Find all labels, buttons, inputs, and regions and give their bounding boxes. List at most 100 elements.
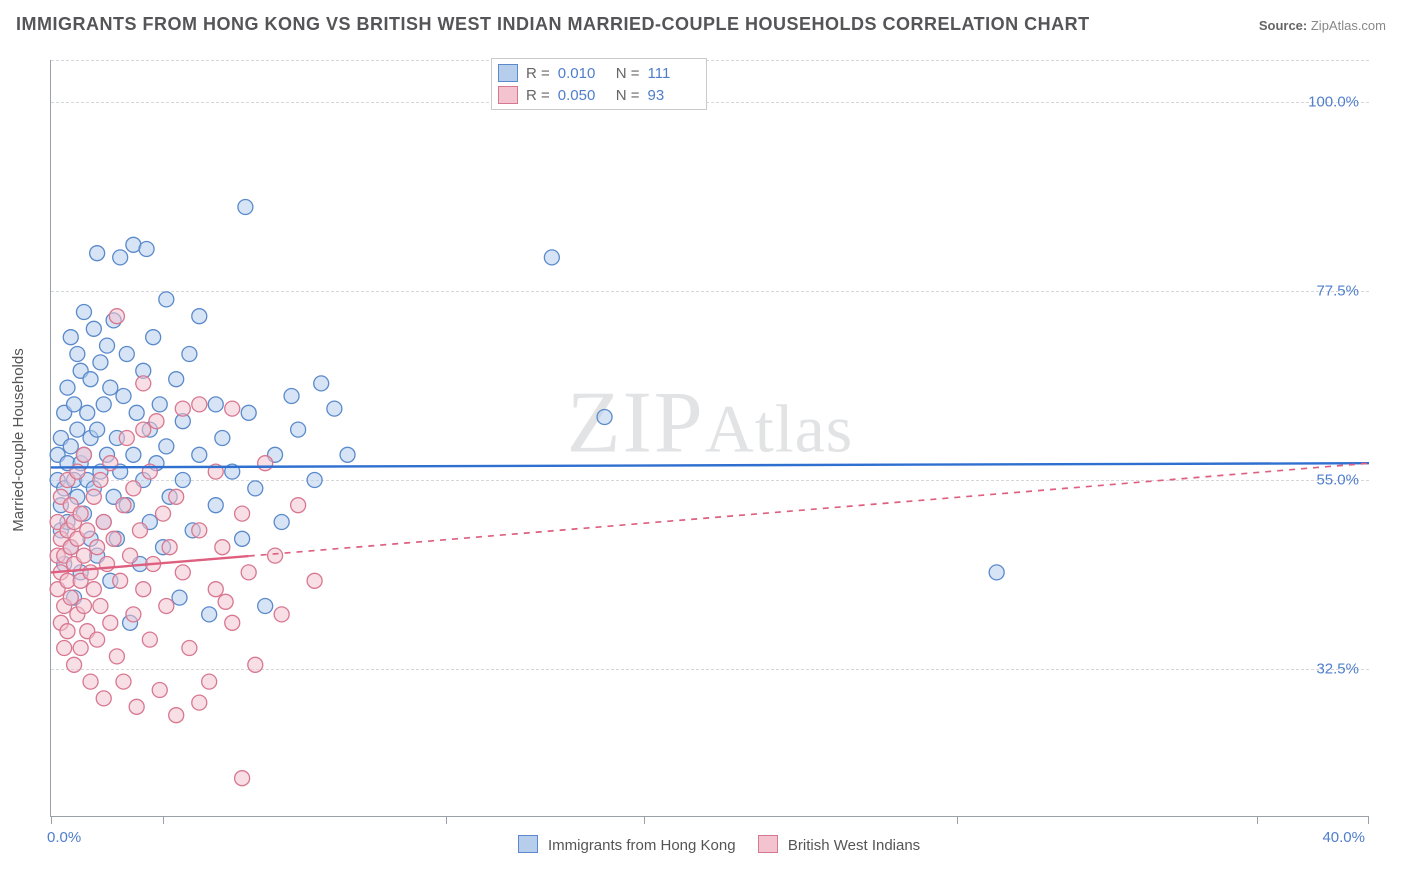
scatter-point	[225, 401, 240, 416]
scatter-point	[126, 607, 141, 622]
scatter-point	[149, 414, 164, 429]
scatter-point	[248, 657, 263, 672]
scatter-point	[314, 376, 329, 391]
scatter-point	[192, 523, 207, 538]
scatter-point	[90, 540, 105, 555]
scatter-point	[152, 683, 167, 698]
scatter-point	[238, 200, 253, 215]
scatter-point	[83, 372, 98, 387]
scatter-point	[60, 624, 75, 639]
source-attribution: Source: ZipAtlas.com	[1259, 18, 1386, 33]
scatter-point	[123, 548, 138, 563]
plot-area: ZIPAtlas 100.0% 77.5% 55.0% 32.5% 0.0% 4…	[50, 60, 1369, 817]
scatter-point	[215, 540, 230, 555]
scatter-point	[103, 456, 118, 471]
scatter-point	[291, 498, 306, 513]
scatter-point	[100, 338, 115, 353]
scatter-point	[119, 431, 134, 446]
legend-series-label: Immigrants from Hong Kong	[548, 837, 736, 854]
x-tick	[51, 816, 52, 824]
x-tick	[1257, 816, 1258, 824]
scatter-point	[96, 691, 111, 706]
scatter-point	[172, 590, 187, 605]
plot-svg	[51, 60, 1369, 816]
scatter-point	[307, 573, 322, 588]
scatter-point	[159, 439, 174, 454]
scatter-point	[169, 489, 184, 504]
scatter-point	[202, 674, 217, 689]
scatter-point	[90, 246, 105, 261]
y-axis-label: Married-couple Households	[10, 348, 27, 531]
scatter-point	[116, 389, 131, 404]
scatter-point	[73, 641, 88, 656]
scatter-point	[175, 565, 190, 580]
scatter-point	[86, 321, 101, 336]
scatter-point	[93, 473, 108, 488]
x-tick	[446, 816, 447, 824]
scatter-point	[116, 674, 131, 689]
scatter-point	[169, 708, 184, 723]
scatter-point	[116, 498, 131, 513]
scatter-point	[86, 489, 101, 504]
scatter-point	[215, 431, 230, 446]
scatter-point	[83, 674, 98, 689]
swatch-pink-icon	[758, 835, 778, 853]
scatter-point	[136, 582, 151, 597]
scatter-point	[235, 506, 250, 521]
scatter-point	[106, 531, 121, 546]
scatter-point	[202, 607, 217, 622]
legend-series-label: British West Indians	[788, 837, 920, 854]
scatter-point	[93, 599, 108, 614]
scatter-point	[126, 447, 141, 462]
scatter-point	[248, 481, 263, 496]
scatter-point	[126, 481, 141, 496]
scatter-points	[50, 200, 1004, 786]
scatter-point	[76, 548, 91, 563]
scatter-point	[274, 607, 289, 622]
scatter-point	[73, 506, 88, 521]
scatter-point	[208, 498, 223, 513]
scatter-point	[90, 632, 105, 647]
scatter-point	[76, 305, 91, 320]
scatter-point	[70, 422, 85, 437]
scatter-point	[109, 309, 124, 324]
scatter-point	[152, 397, 167, 412]
scatter-point	[80, 523, 95, 538]
scatter-point	[129, 699, 144, 714]
scatter-point	[63, 330, 78, 345]
scatter-point	[129, 405, 144, 420]
scatter-point	[208, 397, 223, 412]
scatter-point	[103, 380, 118, 395]
scatter-point	[544, 250, 559, 265]
scatter-point	[83, 565, 98, 580]
scatter-point	[182, 641, 197, 656]
scatter-point	[113, 250, 128, 265]
scatter-point	[162, 540, 177, 555]
scatter-point	[225, 615, 240, 630]
scatter-point	[192, 397, 207, 412]
scatter-point	[86, 582, 101, 597]
scatter-point	[67, 657, 82, 672]
scatter-point	[139, 242, 154, 257]
source-label: Source:	[1259, 18, 1307, 33]
scatter-point	[159, 599, 174, 614]
scatter-point	[96, 515, 111, 530]
x-tick	[163, 816, 164, 824]
scatter-point	[258, 599, 273, 614]
scatter-point	[989, 565, 1004, 580]
trend-line-solid	[51, 463, 1369, 467]
x-tick	[957, 816, 958, 824]
scatter-point	[67, 397, 82, 412]
scatter-point	[156, 506, 171, 521]
scatter-point	[57, 641, 72, 656]
scatter-point	[136, 376, 151, 391]
scatter-point	[235, 771, 250, 786]
scatter-point	[241, 565, 256, 580]
scatter-point	[218, 594, 233, 609]
x-tick	[644, 816, 645, 824]
scatter-point	[208, 582, 223, 597]
scatter-point	[70, 347, 85, 362]
source-value: ZipAtlas.com	[1311, 18, 1386, 33]
scatter-point	[274, 515, 289, 530]
scatter-point	[284, 389, 299, 404]
